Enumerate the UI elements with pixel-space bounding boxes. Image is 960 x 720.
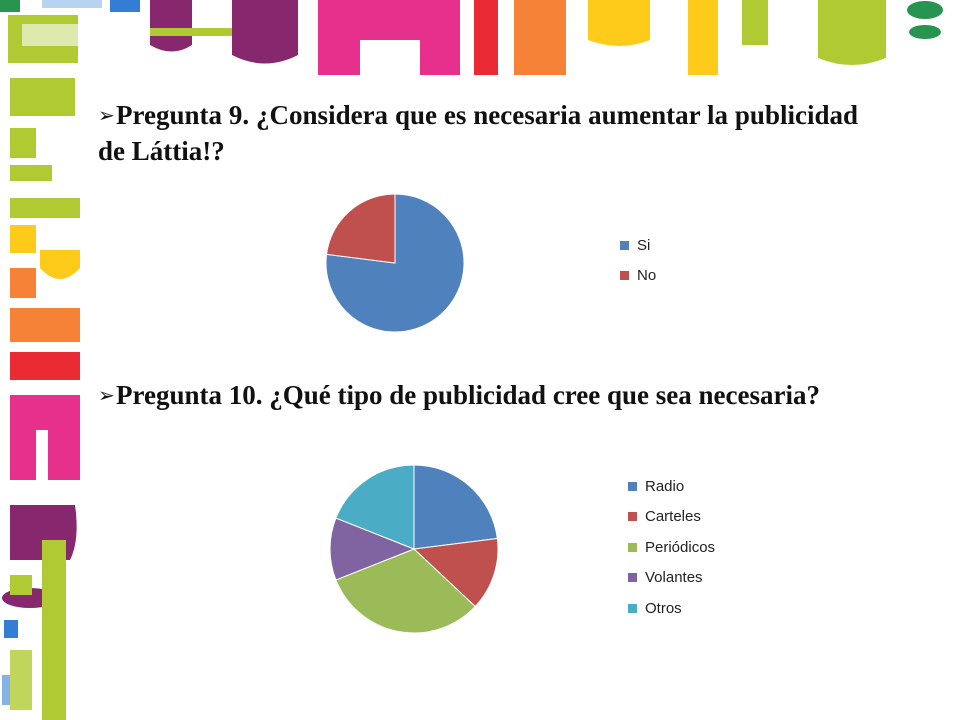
deco-shape xyxy=(150,0,192,52)
deco-shape xyxy=(10,225,36,253)
deco-shape xyxy=(10,165,52,181)
deco-shape xyxy=(907,1,943,19)
pie-slice-volantes xyxy=(329,517,416,581)
pie-slice-radio xyxy=(413,464,498,550)
legend-q9: Si No xyxy=(620,230,656,291)
legend-label: Si xyxy=(637,236,651,254)
deco-shape xyxy=(232,0,298,64)
deco-shape xyxy=(909,25,941,39)
deco-shape xyxy=(2,675,10,705)
deco-shape xyxy=(318,0,460,75)
deco-shape xyxy=(10,268,36,298)
deco-shape xyxy=(0,0,20,12)
legend-item: Si xyxy=(620,230,656,261)
legend-label: Radio xyxy=(645,477,685,495)
deco-shape xyxy=(150,28,260,36)
deco-shape xyxy=(10,78,75,116)
legend-swatch xyxy=(628,542,637,552)
deco-shape xyxy=(10,395,80,480)
legend-swatch xyxy=(628,481,637,491)
legend-item: Radio xyxy=(628,471,715,502)
pie-slice-no xyxy=(325,193,396,264)
deco-shape xyxy=(688,0,718,75)
deco-shape xyxy=(10,128,36,158)
legend-swatch xyxy=(628,512,637,522)
legend-q10: Radio Carteles Periódicos Volantes Otros xyxy=(628,471,715,624)
deco-shape xyxy=(110,0,140,12)
legend-label: Volantes xyxy=(645,569,703,587)
arrow-bullet-icon: ➢ xyxy=(98,383,115,407)
deco-shape xyxy=(42,540,66,720)
legend-swatch xyxy=(628,573,637,583)
legend-label: Carteles xyxy=(645,508,701,526)
deco-shape xyxy=(10,650,32,710)
deco-shape xyxy=(10,575,32,595)
deco-shape xyxy=(40,250,80,279)
legend-item: Periódicos xyxy=(628,532,715,563)
legend-item: Otros xyxy=(628,593,715,624)
legend-label: No xyxy=(637,267,657,285)
deco-shape xyxy=(514,0,566,75)
question-9-text: Pregunta 9. ¿Considera que es necesaria … xyxy=(98,100,858,166)
deco-shape xyxy=(22,24,78,46)
legend-item: No xyxy=(620,261,656,292)
legend-swatch xyxy=(628,603,637,613)
deco-shape xyxy=(474,0,498,75)
deco-shape xyxy=(742,0,768,45)
question-10-text: Pregunta 10. ¿Qué tipo de publicidad cre… xyxy=(116,380,820,410)
deco-shape xyxy=(10,198,80,218)
legend-label: Otros xyxy=(645,599,682,617)
pie-slice-carteles xyxy=(412,537,499,608)
pie-chart-q9 xyxy=(325,193,465,333)
legend-swatch xyxy=(620,240,629,250)
deco-shape xyxy=(10,308,80,342)
deco-shape xyxy=(588,0,650,46)
question-9-heading: ➢Pregunta 9. ¿Considera que es necesaria… xyxy=(98,97,858,169)
pie-chart-q10 xyxy=(329,464,499,634)
pie-slice-otros xyxy=(335,464,415,550)
arrow-bullet-icon: ➢ xyxy=(98,103,115,127)
deco-shape xyxy=(10,352,80,380)
legend-swatch xyxy=(620,271,629,281)
deco-shape xyxy=(42,0,102,8)
legend-label: Periódicos xyxy=(645,538,716,556)
deco-shape xyxy=(818,0,886,65)
legend-item: Carteles xyxy=(628,502,715,533)
deco-shape xyxy=(4,620,18,638)
legend-item: Volantes xyxy=(628,563,715,594)
question-10-heading: ➢Pregunta 10. ¿Qué tipo de publicidad cr… xyxy=(98,377,858,413)
pie-slice-periodicos xyxy=(335,548,476,634)
